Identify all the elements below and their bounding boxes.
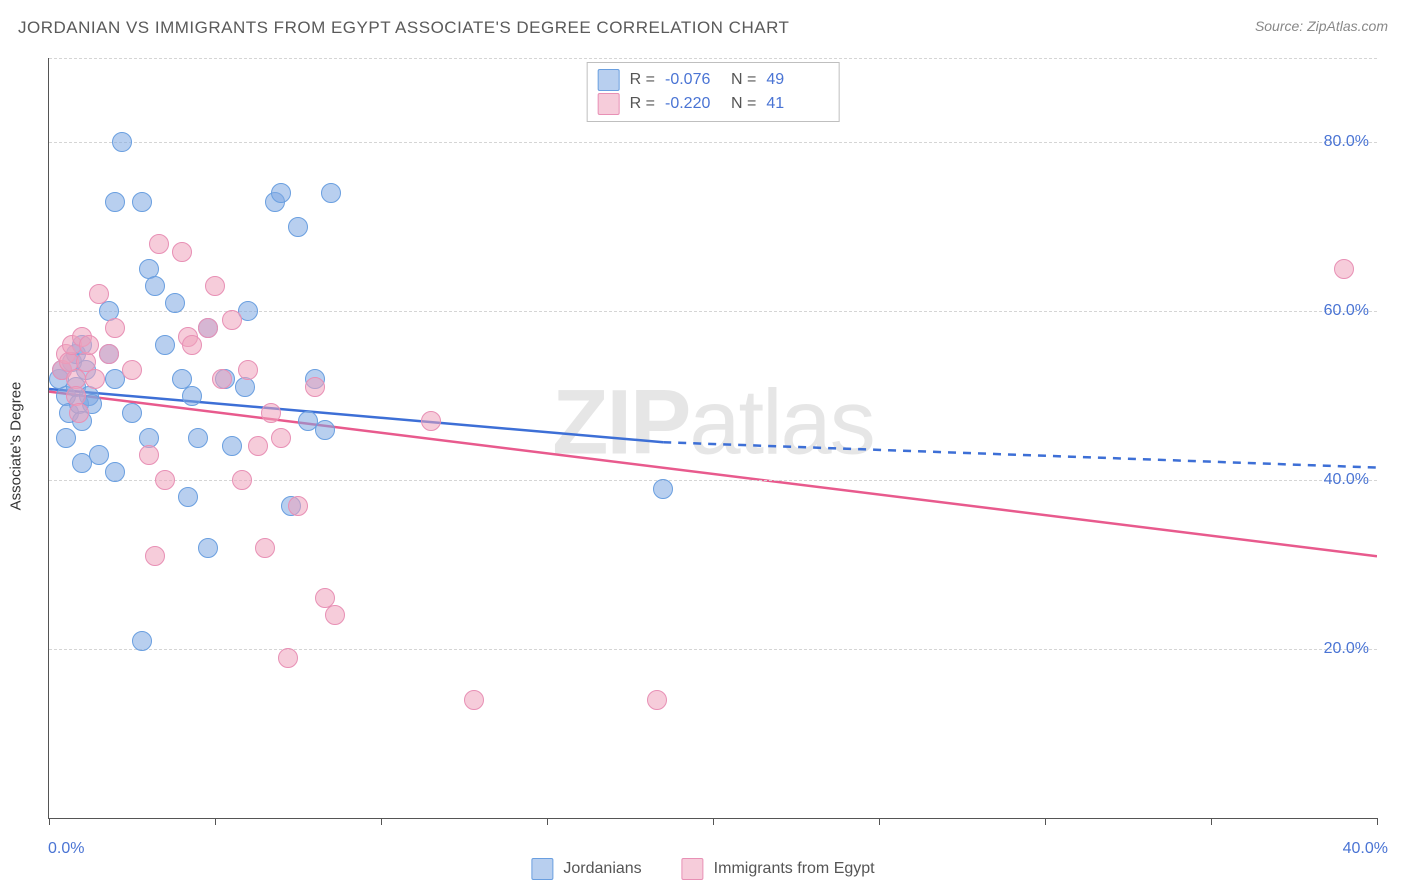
stats-row-blue: R = -0.076 N = 49 [598,68,823,92]
scatter-point-pink [261,403,281,423]
swatch-blue-icon [531,858,553,880]
correlation-stats-box: R = -0.076 N = 49 R = -0.220 N = 41 [587,62,840,122]
gridline [49,58,1377,59]
x-tick [49,818,50,825]
n-label: N = [731,68,756,92]
scatter-point-pink [89,284,109,304]
x-tick [1211,818,1212,825]
scatter-point-pink [182,335,202,355]
scatter-point-pink [255,538,275,558]
r-value: -0.220 [665,92,721,116]
stats-row-pink: R = -0.220 N = 41 [598,92,823,116]
scatter-point-pink [288,496,308,516]
scatter-point-pink [149,234,169,254]
x-tick [713,818,714,825]
x-tick [381,818,382,825]
scatter-point-blue [653,479,673,499]
scatter-point-pink [99,344,119,364]
scatter-point-blue [56,428,76,448]
scatter-point-pink [105,318,125,338]
r-value: -0.076 [665,68,721,92]
scatter-point-blue [155,335,175,355]
x-tick [215,818,216,825]
scatter-point-pink [248,436,268,456]
scatter-point-pink [464,690,484,710]
scatter-point-pink [222,310,242,330]
scatter-point-blue [89,445,109,465]
source-attribution: Source: ZipAtlas.com [1255,18,1388,34]
scatter-point-blue [122,403,142,423]
regression-lines-layer [49,58,1377,818]
gridline [49,649,1377,650]
scatter-point-pink [647,690,667,710]
scatter-point-blue [288,217,308,237]
scatter-point-pink [198,318,218,338]
scatter-point-pink [278,648,298,668]
r-label: R = [630,68,655,92]
scatter-point-pink [69,403,89,423]
scatter-point-pink [325,605,345,625]
scatter-point-blue [145,276,165,296]
swatch-pink-icon [682,858,704,880]
scatter-point-pink [205,276,225,296]
scatter-point-blue [112,132,132,152]
scatter-point-pink [155,470,175,490]
swatch-blue-icon [598,69,620,91]
scatter-point-pink [145,546,165,566]
scatter-point-blue [132,192,152,212]
y-axis-label: Associate's Degree [8,382,25,511]
legend-item-pink: Immigrants from Egypt [682,858,875,880]
scatter-point-blue [132,631,152,651]
legend-label: Immigrants from Egypt [714,860,875,878]
swatch-pink-icon [598,93,620,115]
y-tick-label: 60.0% [1324,302,1369,320]
scatter-point-pink [212,369,232,389]
scatter-point-blue [105,462,125,482]
scatter-point-blue [165,293,185,313]
gridline [49,142,1377,143]
scatter-point-blue [235,377,255,397]
scatter-point-pink [421,411,441,431]
chart-title: JORDANIAN VS IMMIGRANTS FROM EGYPT ASSOC… [18,18,789,38]
scatter-point-pink [232,470,252,490]
scatter-point-blue [105,192,125,212]
bottom-legend: Jordanians Immigrants from Egypt [531,858,874,880]
scatter-point-pink [79,335,99,355]
scatter-plot-area: ZIPatlas R = -0.076 N = 49 R = -0.220 N … [48,58,1377,819]
scatter-point-pink [1334,259,1354,279]
scatter-point-pink [172,242,192,262]
x-tick-label: 0.0% [48,840,84,858]
legend-item-blue: Jordanians [531,858,641,880]
y-tick-label: 20.0% [1324,640,1369,658]
scatter-point-pink [139,445,159,465]
regression-line-blue-dashed [663,442,1377,467]
scatter-point-pink [122,360,142,380]
x-tick-label: 40.0% [1343,840,1388,858]
scatter-point-blue [188,428,208,448]
legend-label: Jordanians [563,860,641,878]
y-tick-label: 80.0% [1324,133,1369,151]
scatter-point-blue [271,183,291,203]
scatter-point-blue [178,487,198,507]
x-tick [1045,818,1046,825]
scatter-point-pink [271,428,291,448]
scatter-point-pink [85,369,105,389]
y-tick-label: 40.0% [1324,471,1369,489]
scatter-point-blue [198,538,218,558]
scatter-point-blue [315,420,335,440]
scatter-point-pink [238,360,258,380]
header: JORDANIAN VS IMMIGRANTS FROM EGYPT ASSOC… [18,18,1388,38]
scatter-point-pink [305,377,325,397]
n-value: 49 [766,68,822,92]
x-tick [1377,818,1378,825]
r-label: R = [630,92,655,116]
x-tick [547,818,548,825]
watermark: ZIPatlas [552,370,873,475]
x-tick [879,818,880,825]
n-value: 41 [766,92,822,116]
n-label: N = [731,92,756,116]
scatter-point-blue [222,436,242,456]
scatter-point-blue [182,386,202,406]
scatter-point-blue [321,183,341,203]
